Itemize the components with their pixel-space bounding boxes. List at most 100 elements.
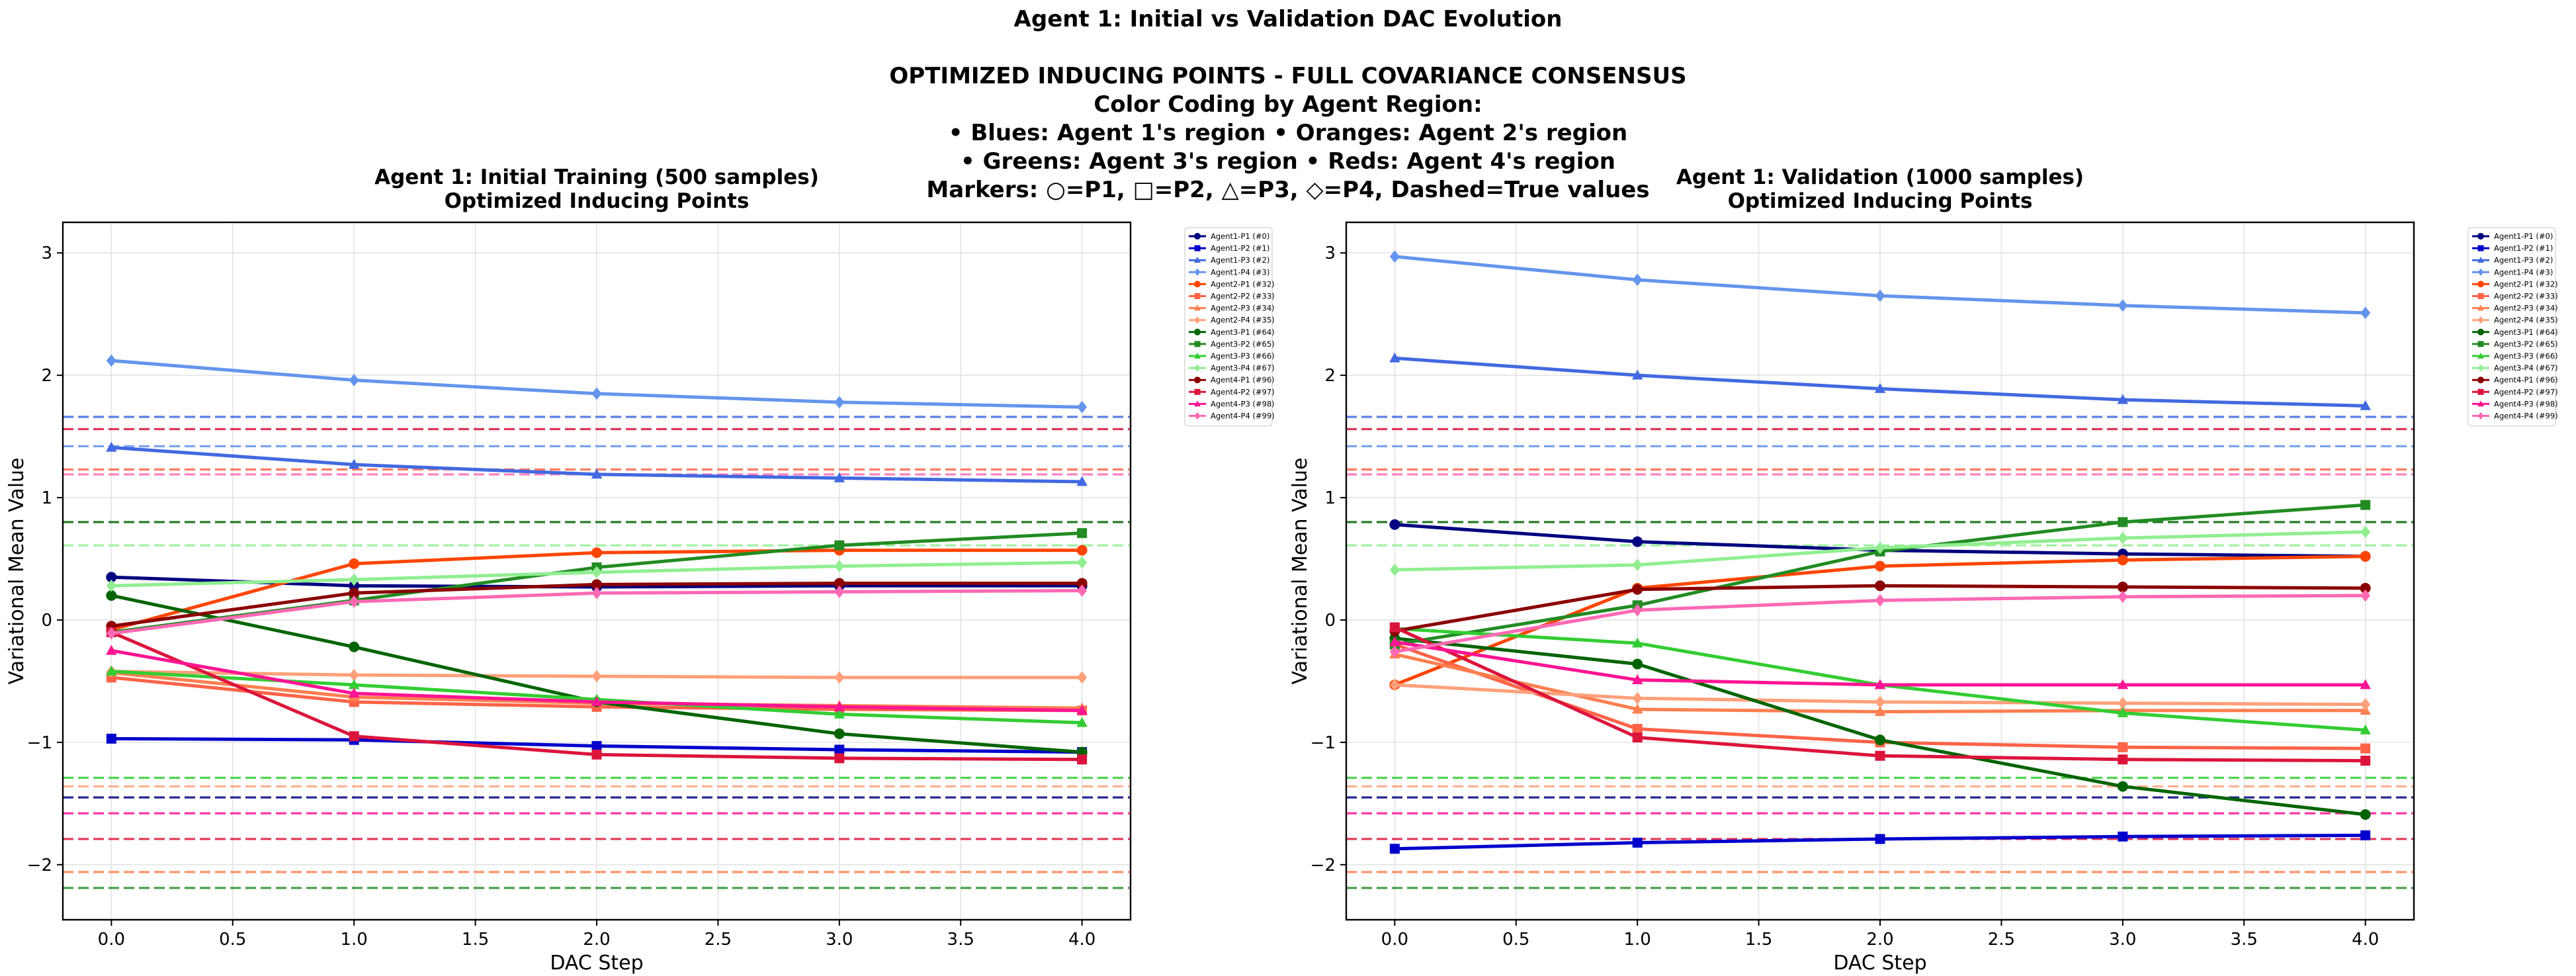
data-point — [1631, 637, 1643, 648]
legend-label: Agent3-P3 (#66) — [2494, 351, 2558, 361]
data-point — [2360, 525, 2371, 539]
data-point — [2118, 831, 2128, 842]
data-point — [1875, 734, 1885, 746]
series-agent1-p2-1 — [1389, 830, 2371, 854]
y-tick-label: −1 — [1310, 733, 1336, 753]
legend-label: Agent1-P3 (#2) — [2494, 255, 2553, 265]
y-tick-label: 3 — [41, 244, 52, 263]
data-point — [1632, 584, 1643, 595]
legend-swatch-marker — [2477, 412, 2484, 420]
legend-swatch-marker — [1194, 341, 1201, 347]
series-agent4-p4-99 — [106, 584, 1088, 640]
legend-swatch-marker — [2477, 281, 2484, 288]
legend-swatch-marker — [1194, 245, 1201, 251]
legend-swatch-marker — [2477, 400, 2484, 407]
legend-swatch-marker — [1194, 316, 1201, 324]
data-point — [1076, 705, 1088, 715]
x-tick-label: 0.5 — [1502, 930, 1529, 950]
data-point — [1076, 476, 1088, 486]
data-point — [834, 540, 845, 551]
legend-label: Agent4-P1 (#96) — [1211, 375, 1275, 384]
legend-swatch-marker — [2477, 377, 2484, 384]
data-point — [2117, 707, 2129, 717]
data-point — [834, 728, 845, 739]
legend-label: Agent4-P2 (#97) — [2494, 387, 2558, 396]
series-agent4-p2-97 — [1389, 622, 2371, 766]
data-point — [1875, 834, 1885, 844]
legend-swatch-marker — [1194, 233, 1201, 240]
data-point — [1632, 838, 1643, 848]
data-point — [2118, 754, 2128, 765]
data-point — [1875, 594, 1885, 607]
data-point — [1389, 622, 1400, 633]
x-axis-label: DAC Step — [1833, 952, 1926, 975]
panel-title: Agent 1: Validation (1000 samples) — [1676, 165, 2084, 189]
legend-label: Agent4-P3 (#98) — [2494, 399, 2558, 408]
x-tick-label: 2.5 — [1988, 930, 2015, 950]
data-point — [834, 560, 845, 572]
data-point — [349, 595, 359, 608]
data-point — [1632, 732, 1643, 742]
suptitle-line: OPTIMIZED INDUCING POINTS - FULL COVARIA… — [889, 63, 1687, 89]
y-axis-label: Variational Mean Value — [1289, 457, 1312, 684]
data-point — [106, 644, 117, 655]
legend-label: Agent2-P4 (#35) — [2494, 316, 2558, 325]
data-point — [2118, 299, 2128, 312]
data-point — [1631, 369, 1643, 380]
data-point — [1631, 703, 1643, 714]
x-tick-label: 1.5 — [1745, 930, 1772, 950]
data-point — [1389, 678, 1400, 691]
data-point — [2360, 400, 2371, 410]
x-tick-label: 1.5 — [462, 930, 489, 950]
legend-swatch-marker — [2477, 293, 2484, 299]
data-point — [591, 670, 602, 683]
data-point — [2360, 743, 2371, 754]
data-point — [348, 459, 360, 469]
data-point — [1076, 717, 1088, 727]
data-point — [1077, 671, 1088, 684]
legend: Agent1-P1 (#0) Agent1-P2 (#1) Agent1-P3 (#… — [1184, 227, 1275, 427]
data-point — [1389, 519, 1400, 530]
legend-swatch-marker — [2477, 304, 2484, 311]
legend-label: Agent3-P1 (#64) — [1211, 328, 1275, 337]
x-tick-label: 2.0 — [1866, 930, 1893, 950]
legend-swatch-marker — [1194, 293, 1201, 299]
data-point — [2118, 697, 2128, 710]
series-agent4-p1-96 — [106, 578, 1088, 632]
data-point — [1389, 250, 1400, 263]
legend-swatch-marker — [1194, 377, 1201, 384]
x-tick-label: 0.0 — [1381, 930, 1408, 950]
data-point — [1632, 658, 1643, 670]
data-point — [834, 708, 845, 719]
data-point — [349, 558, 360, 569]
data-point — [1077, 556, 1088, 569]
data-point — [348, 688, 360, 698]
data-point — [834, 472, 845, 482]
legend-label: Agent4-P4 (#99) — [1211, 412, 1275, 421]
data-point — [834, 744, 845, 755]
x-tick-label: 0.5 — [219, 930, 246, 950]
x-tick-label: 3.0 — [826, 930, 853, 950]
data-point — [2360, 809, 2371, 820]
data-point — [1875, 695, 1885, 709]
data-point — [349, 668, 359, 682]
legend-swatch-marker — [2477, 328, 2484, 335]
data-point — [591, 547, 602, 558]
data-point — [1874, 679, 1886, 689]
y-tick-label: 2 — [41, 366, 52, 386]
y-tick-label: 1 — [41, 488, 52, 508]
data-point — [2360, 500, 2371, 510]
legend-label: Agent3-P4 (#67) — [1211, 363, 1275, 373]
legend-swatch-marker — [1194, 400, 1201, 407]
legend-swatch-marker — [2477, 388, 2484, 395]
data-point — [591, 586, 602, 599]
legend-label: Agent1-P2 (#1) — [2494, 244, 2553, 253]
y-tick-label: 0 — [41, 611, 52, 631]
legend-label: Agent4-P2 (#97) — [1211, 387, 1275, 396]
series-agent4-p3-98 — [106, 644, 1088, 715]
data-point — [834, 671, 845, 684]
data-point — [349, 641, 360, 652]
y-tick-label: 1 — [1324, 488, 1336, 508]
legend-label: Agent3-P2 (#65) — [2494, 339, 2558, 349]
data-point — [1077, 528, 1088, 539]
